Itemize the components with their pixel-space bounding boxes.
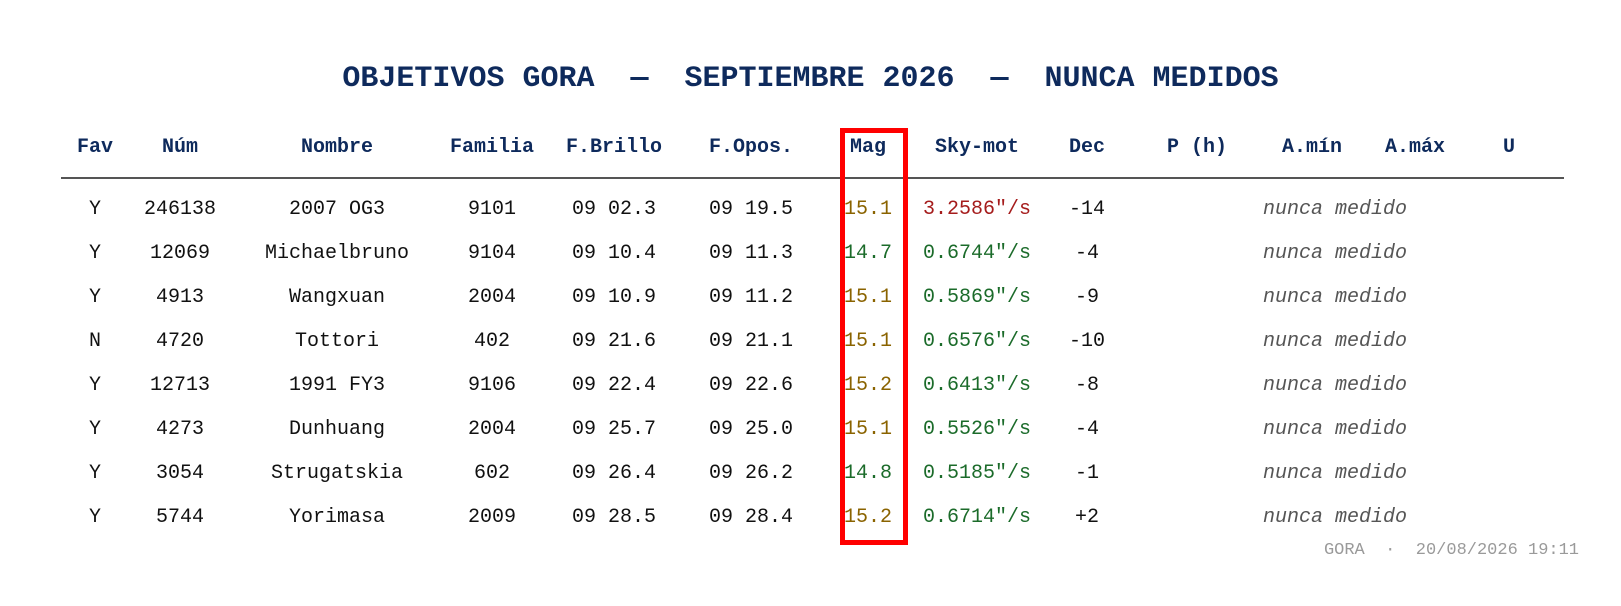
cell-fopos: 09 25.0: [708, 418, 794, 441]
cell-fopos: 09 11.3: [708, 242, 794, 265]
cell-fopos: 09 11.2: [708, 286, 794, 309]
cell-dec: +2: [1074, 506, 1100, 529]
cell-fbrillo: 09 21.6: [571, 330, 657, 353]
cell-fav: Y: [88, 242, 102, 265]
cell-num: 4273: [155, 418, 205, 441]
cell-fbrillo: 09 26.4: [571, 462, 657, 485]
cell-mag: 15.2: [843, 374, 893, 397]
cell-familia: 9101: [467, 198, 517, 221]
cell-fbrillo: 09 10.9: [571, 286, 657, 309]
cell-fbrillo: 09 22.4: [571, 374, 657, 397]
cell-fbrillo: 09 02.3: [571, 198, 657, 221]
cell-skymot: 0.5869"/s: [922, 286, 1032, 309]
cell-skymot: 0.6714"/s: [922, 506, 1032, 529]
cell-num: 3054: [155, 462, 205, 485]
column-header-fbrillo: F.Brillo: [565, 136, 663, 159]
cell-dec: -14: [1068, 198, 1106, 221]
column-header-mag: Mag: [849, 136, 887, 159]
cell-fav: Y: [88, 462, 102, 485]
cell-fbrillo: 09 28.5: [571, 506, 657, 529]
column-header-skymot: Sky-mot: [934, 136, 1020, 159]
cell-note: nunca medido: [1263, 286, 1408, 309]
cell-nombre: Tottori: [294, 330, 380, 353]
cell-fav: Y: [88, 506, 102, 529]
cell-skymot: 0.5526"/s: [922, 418, 1032, 441]
cell-note: nunca medido: [1263, 242, 1408, 265]
cell-num: 246138: [143, 198, 217, 221]
cell-skymot: 0.6413"/s: [922, 374, 1032, 397]
page-title: OBJETIVOS GORA — SEPTIEMBRE 2026 — NUNCA…: [342, 62, 1279, 96]
cell-fopos: 09 19.5: [708, 198, 794, 221]
cell-fopos: 09 26.2: [708, 462, 794, 485]
cell-num: 4720: [155, 330, 205, 353]
cell-nombre: Dunhuang: [288, 418, 386, 441]
cell-mag: 15.1: [843, 330, 893, 353]
cell-note: nunca medido: [1263, 418, 1408, 441]
column-header-fav: Fav: [76, 136, 114, 159]
cell-dec: -10: [1068, 330, 1106, 353]
cell-dec: -4: [1074, 418, 1100, 441]
cell-fopos: 09 28.4: [708, 506, 794, 529]
cell-nombre: 2007 OG3: [288, 198, 386, 221]
cell-nombre: Strugatskia: [270, 462, 404, 485]
cell-familia: 2009: [467, 506, 517, 529]
footer-stamp: GORA · 20/08/2026 19:11: [1323, 541, 1579, 560]
cell-dec: -4: [1074, 242, 1100, 265]
cell-familia: 2004: [467, 418, 517, 441]
cell-num: 5744: [155, 506, 205, 529]
cell-familia: 9104: [467, 242, 517, 265]
cell-mag: 14.8: [843, 462, 893, 485]
column-header-fopos: F.Opos.: [708, 136, 794, 159]
cell-fav: Y: [88, 374, 102, 397]
header-divider: [61, 177, 1564, 179]
cell-note: nunca medido: [1263, 506, 1408, 529]
column-header-p-h: P (h): [1166, 136, 1228, 159]
column-header-dec: Dec: [1068, 136, 1106, 159]
column-header-u: U: [1502, 136, 1516, 159]
cell-mag: 15.1: [843, 198, 893, 221]
cell-familia: 2004: [467, 286, 517, 309]
column-header-num: Núm: [161, 136, 199, 159]
cell-nombre: 1991 FY3: [288, 374, 386, 397]
column-header-a-min: A.mín: [1281, 136, 1343, 159]
cell-note: nunca medido: [1263, 330, 1408, 353]
cell-fbrillo: 09 25.7: [571, 418, 657, 441]
cell-fav: Y: [88, 286, 102, 309]
cell-fav: Y: [88, 418, 102, 441]
cell-fopos: 09 22.6: [708, 374, 794, 397]
cell-dec: -8: [1074, 374, 1100, 397]
cell-mag: 15.2: [843, 506, 893, 529]
cell-skymot: 0.5185"/s: [922, 462, 1032, 485]
cell-fav: N: [88, 330, 102, 353]
cell-num: 4913: [155, 286, 205, 309]
mag-column-highlight: [840, 128, 908, 545]
cell-note: nunca medido: [1263, 198, 1408, 221]
cell-nombre: Michaelbruno: [264, 242, 410, 265]
column-header-familia: Familia: [449, 136, 535, 159]
cell-familia: 402: [473, 330, 511, 353]
column-header-a-max: A.máx: [1384, 136, 1446, 159]
cell-num: 12069: [149, 242, 211, 265]
cell-familia: 9106: [467, 374, 517, 397]
cell-note: nunca medido: [1263, 462, 1408, 485]
cell-dec: -1: [1074, 462, 1100, 485]
cell-mag: 15.1: [843, 418, 893, 441]
cell-skymot: 0.6576"/s: [922, 330, 1032, 353]
cell-num: 12713: [149, 374, 211, 397]
cell-nombre: Wangxuan: [288, 286, 386, 309]
cell-mag: 14.7: [843, 242, 893, 265]
cell-dec: -9: [1074, 286, 1100, 309]
cell-note: nunca medido: [1263, 374, 1408, 397]
cell-skymot: 0.6744"/s: [922, 242, 1032, 265]
column-header-nombre: Nombre: [300, 136, 374, 159]
cell-mag: 15.1: [843, 286, 893, 309]
cell-familia: 602: [473, 462, 511, 485]
cell-skymot: 3.2586"/s: [922, 198, 1032, 221]
cell-fbrillo: 09 10.4: [571, 242, 657, 265]
cell-nombre: Yorimasa: [288, 506, 386, 529]
cell-fav: Y: [88, 198, 102, 221]
cell-fopos: 09 21.1: [708, 330, 794, 353]
